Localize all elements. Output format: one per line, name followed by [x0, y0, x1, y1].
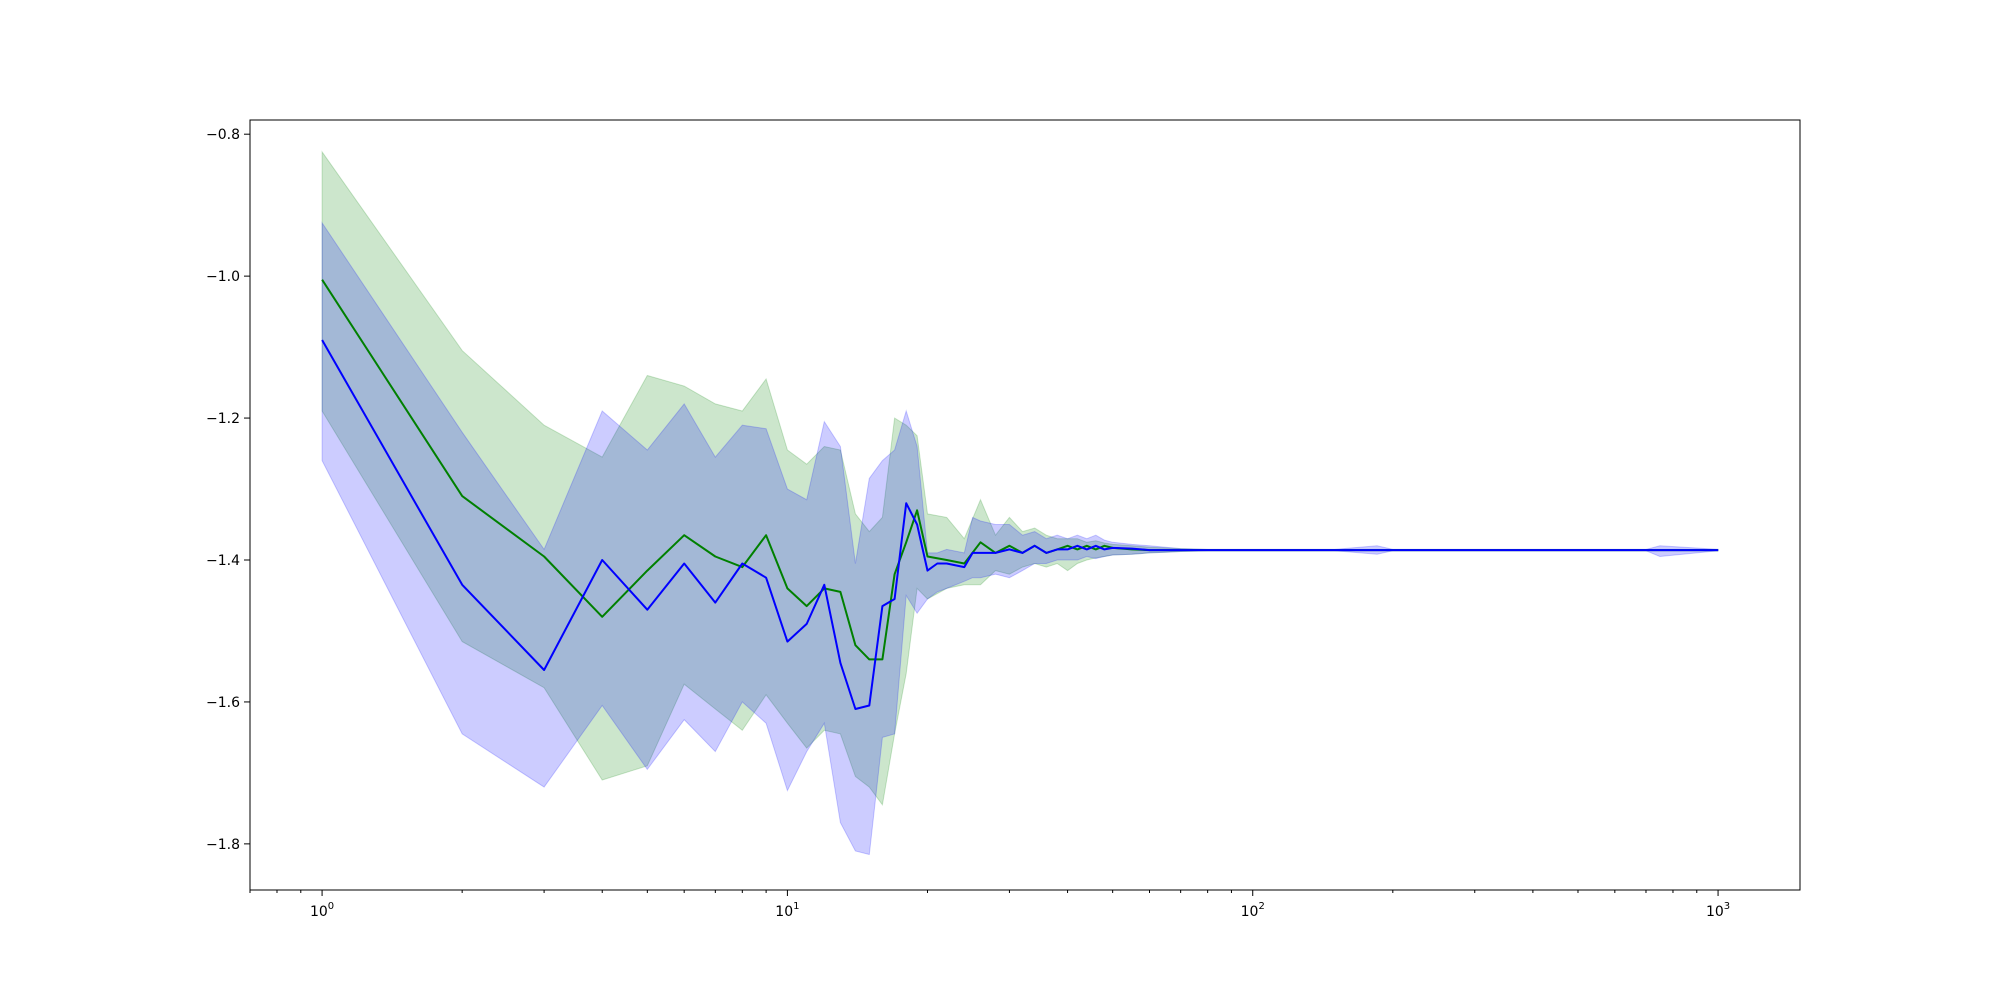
x-tick-label-3: 103	[1706, 901, 1730, 920]
y-tick-label-3: −1.4	[206, 553, 240, 569]
y-tick-label-1: −1.0	[206, 269, 240, 285]
series-lines	[321, 279, 1719, 710]
plot-frame	[249, 119, 1801, 891]
series-1-band	[321, 221, 1719, 856]
y-tick-label-2: −1.2	[206, 411, 240, 427]
y-tick-label-5: −1.8	[206, 837, 240, 853]
x-axis: 100 101 102 103	[249, 890, 1730, 920]
x-tick-label-2: 102	[1241, 901, 1265, 920]
y-tick-label-0: −0.8	[206, 127, 240, 143]
x-tick-label-1: 101	[775, 901, 799, 920]
confidence-bands	[321, 150, 1719, 856]
x-tick-label-0: 100	[310, 901, 334, 920]
y-axis: −0.8 −1.0 −1.2 −1.4 −1.6 −1.8	[206, 127, 250, 853]
y-tick-label-4: −1.6	[206, 695, 240, 711]
series-1-line	[321, 339, 1719, 710]
